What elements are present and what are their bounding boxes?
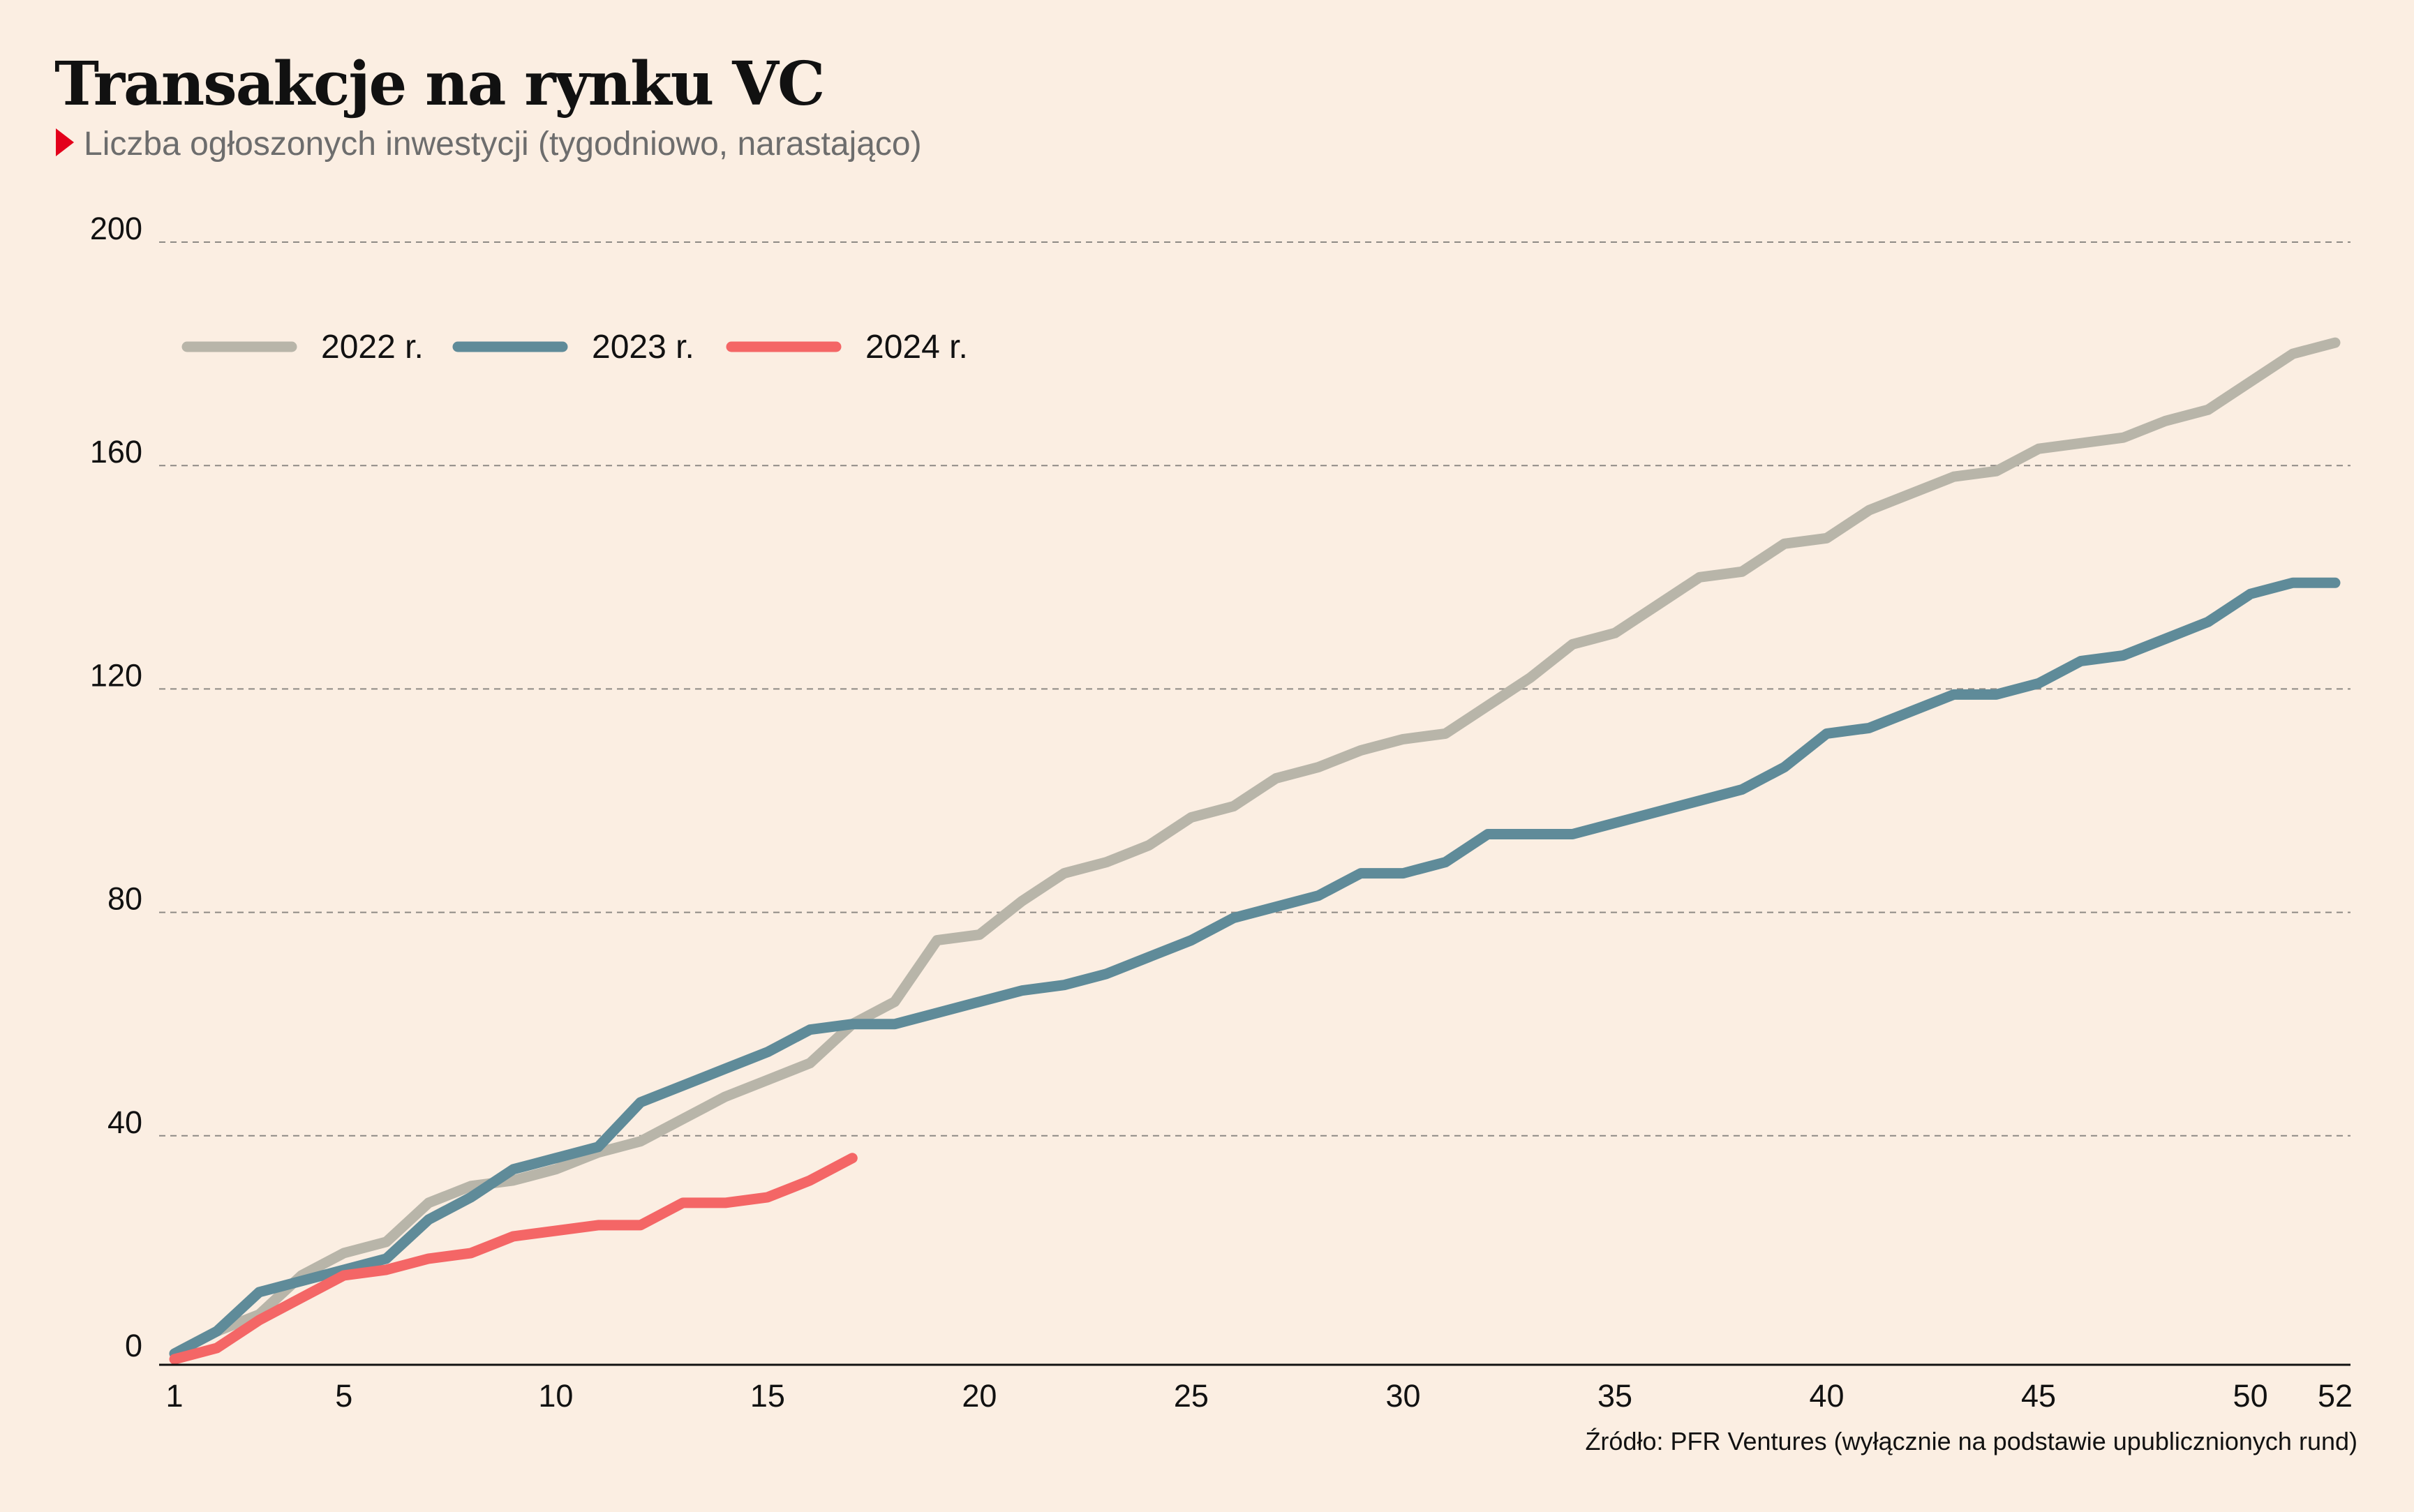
x-tick-label: 35: [1597, 1378, 1632, 1414]
x-tick-label: 30: [1385, 1378, 1420, 1414]
x-tick-label: 25: [1174, 1378, 1209, 1414]
y-tick-label: 160: [90, 434, 142, 470]
x-tick-label: 45: [2021, 1378, 2056, 1414]
x-tick-label: 40: [1809, 1378, 1844, 1414]
x-tick-label: 52: [2318, 1378, 2353, 1414]
source-note: Źródło: PFR Ventures (wyłącznie na podst…: [1585, 1427, 2357, 1455]
y-tick-label: 120: [90, 657, 142, 693]
chart-title: Transakcje na rynku VC: [54, 49, 824, 119]
y-tick-label: 0: [125, 1328, 142, 1363]
y-tick-label: 40: [107, 1105, 142, 1140]
legend-label: 2022 r.: [321, 329, 424, 366]
legend: 2022 r. 2023 r. 2024 r.: [181, 329, 968, 366]
x-tick-label: 1: [165, 1378, 183, 1414]
legend-label: 2023 r.: [592, 329, 694, 366]
y-tick-label: 80: [107, 881, 142, 917]
series-lines: [169, 337, 2341, 1365]
x-tick-label: 5: [335, 1378, 352, 1414]
x-tick-label: 50: [2233, 1378, 2268, 1414]
chart-subtitle: Liczba ogłoszonych inwestycji (tygodniow…: [84, 126, 922, 163]
series-line-2024: [169, 1153, 858, 1365]
x-tick-label: 15: [750, 1378, 785, 1414]
y-axis-ticks: 0 40 80 120 160 200: [90, 211, 142, 1363]
x-tick-label: 10: [538, 1378, 573, 1414]
y-tick-label: 200: [90, 211, 142, 246]
series-line-2023: [169, 577, 2341, 1359]
subtitle-marker-icon: [56, 128, 74, 156]
x-axis-ticks: 1 5 10 15 20 25 30 35 40 45 50 52: [165, 1378, 2353, 1414]
series-line-2022: [169, 337, 2341, 1359]
x-tick-label: 20: [962, 1378, 997, 1414]
legend-label: 2024 r.: [865, 329, 968, 366]
